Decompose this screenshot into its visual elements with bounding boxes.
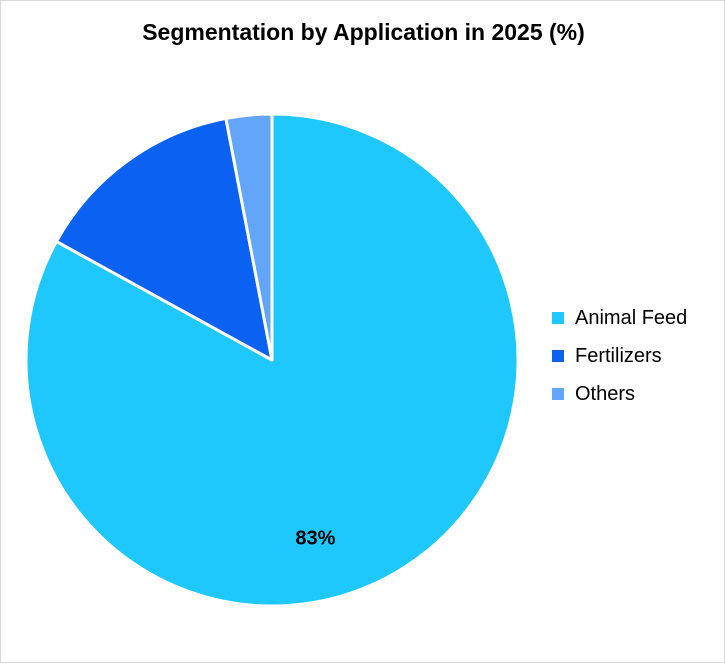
legend-label: Others xyxy=(575,382,636,405)
legend-item-animal-feed: Animal Feed xyxy=(552,299,687,337)
legend-swatch xyxy=(552,388,564,400)
legend-item-others: Others xyxy=(552,375,687,413)
chart-legend: Animal Feed Fertilizers Others xyxy=(552,299,687,413)
pie-slice-fertilizers xyxy=(54,116,274,362)
chart-title: Segmentation by Application in 2025 (%) xyxy=(142,19,585,45)
data-label-animal-feed: 83% xyxy=(295,528,335,550)
pie-slice-others xyxy=(224,112,274,362)
legend-swatch xyxy=(552,312,564,324)
pie-slices xyxy=(24,112,520,608)
legend-item-fertilizers: Fertilizers xyxy=(552,337,687,375)
legend-swatch xyxy=(552,350,564,362)
legend-label: Fertilizers xyxy=(575,344,662,367)
pie-data-labels: 83% xyxy=(295,528,335,550)
legend-label: Animal Feed xyxy=(575,306,688,329)
